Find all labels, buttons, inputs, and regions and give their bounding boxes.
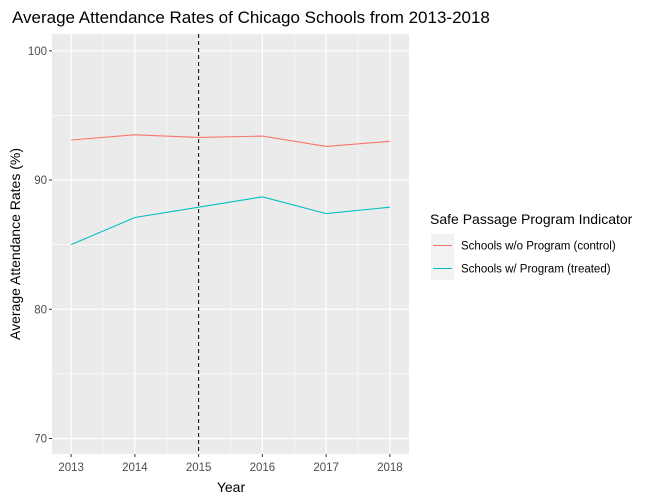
legend-label: Schools w/o Program (control) <box>461 241 616 253</box>
x-tick-label: 2015 <box>186 462 212 474</box>
y-axis: 70 80 90 100 <box>28 46 52 445</box>
plot-panel <box>52 34 409 454</box>
x-axis: 2013 2014 2015 2016 2017 2018 <box>58 454 403 474</box>
legend: Safe Passage Program Indicator Schools w… <box>430 211 633 280</box>
series-line-1 <box>71 134 390 147</box>
y-axis-title: Average Attendance Rates (%) <box>7 148 23 340</box>
x-axis-title: Year <box>217 479 246 495</box>
chart-title: Average Attendance Rates of Chicago Scho… <box>12 8 490 27</box>
series-line-2 <box>70 196 390 246</box>
legend-title: Safe Passage Program Indicator <box>430 211 633 227</box>
x-tick-label: 2013 <box>58 462 84 474</box>
y-tick-label: 100 <box>28 46 47 58</box>
x-tick-label: 2014 <box>122 462 148 474</box>
x-tick-label: 2017 <box>313 462 339 474</box>
legend-label: Schools w/ Program (treated) <box>461 264 611 276</box>
x-tick-label: 2018 <box>377 462 403 474</box>
x-tick-label: 2016 <box>250 462 276 474</box>
y-tick-label: 70 <box>34 433 47 445</box>
y-tick-label: 80 <box>34 304 47 316</box>
y-tick-label: 90 <box>34 175 47 187</box>
